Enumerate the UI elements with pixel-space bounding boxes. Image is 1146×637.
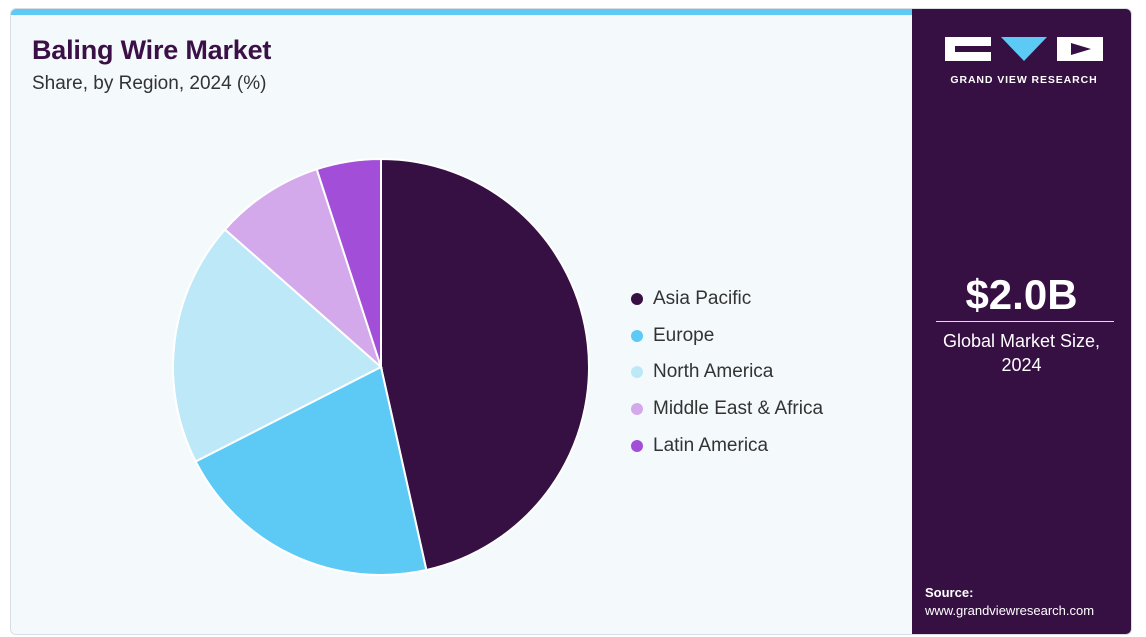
chart-legend: Asia Pacific Europe North America Middle Ea… (631, 281, 823, 464)
divider (936, 321, 1114, 322)
pie-slice-north-america (172, 228, 383, 463)
legend-label: Middle East & Africa (653, 398, 824, 420)
chart-panel: Baling Wire Market Share, by Region, 202… (11, 9, 912, 634)
legend-item: North America (631, 354, 823, 391)
legend-item: Asia Pacific (631, 281, 823, 318)
legend-item: Europe (631, 318, 823, 355)
pie-slice-middle-east-africa (223, 167, 384, 371)
legend-label: North America (653, 361, 774, 383)
accent-bar (11, 9, 912, 15)
legend-swatch (631, 329, 643, 342)
legend-swatch (631, 403, 643, 416)
chart-subtitle: Share, by Region, 2024 (%) (32, 73, 267, 94)
legend-swatch (631, 366, 643, 379)
logo-mark-icon (945, 37, 1103, 61)
pie-slice-latin-america (315, 157, 382, 368)
pie-slice-asia-pacific (380, 157, 590, 572)
sidebar: GRAND VIEW RESEARCH $2.0B Global Market … (912, 9, 1131, 634)
legend-label: Asia Pacific (653, 288, 752, 310)
logo-text: GRAND VIEW RESEARCH (950, 74, 1098, 86)
chart-title: Baling Wire Market (32, 35, 272, 65)
legend-label: Europe (653, 324, 715, 346)
source-link[interactable]: www.grandviewresearch.com (925, 603, 1095, 618)
legend-swatch (631, 293, 643, 306)
legend-label: Latin America (653, 434, 769, 456)
market-size-caption: Global Market Size, 2024 (942, 331, 1101, 375)
pie-chart (172, 157, 590, 576)
legend-swatch (631, 439, 643, 452)
pie-slice-europe (194, 365, 428, 576)
source-label: Source: (925, 585, 974, 600)
legend-item: Middle East & Africa (631, 391, 823, 428)
brand-logo: GRAND VIEW RESEARCH (945, 37, 1103, 86)
legend-item: Latin America (631, 427, 823, 464)
report-card: Baling Wire Market Share, by Region, 202… (10, 8, 1132, 635)
market-size-value: $2.0B (965, 271, 1078, 318)
